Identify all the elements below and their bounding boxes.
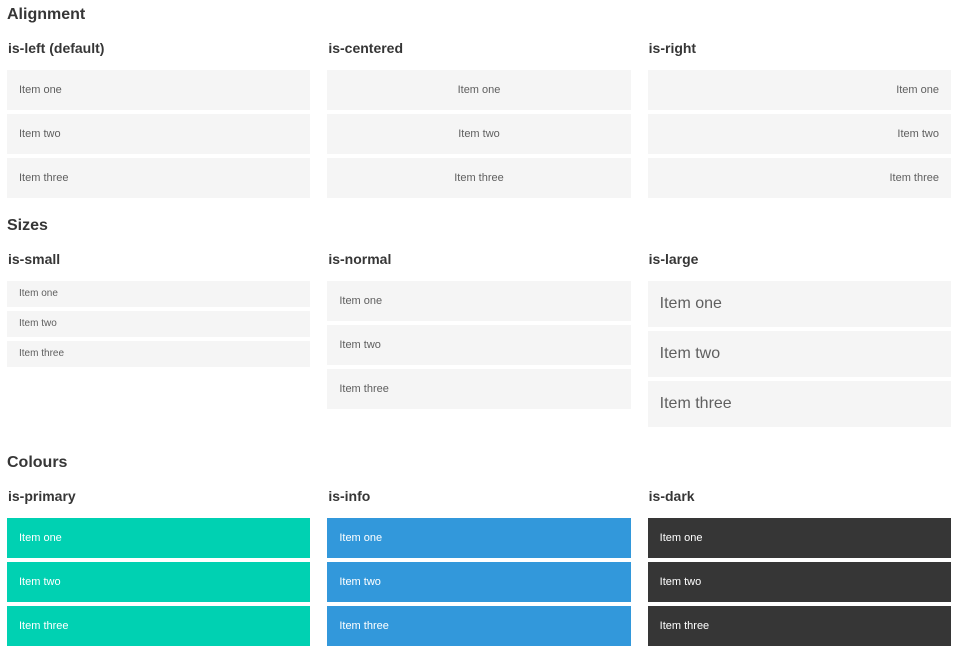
item-list: Item one Item two Item three	[7, 281, 311, 367]
group-label: is-large	[648, 251, 699, 267]
group-is-dark: is-dark Item one Item two Item three	[647, 473, 951, 646]
item-list: Item one Item two Item three	[647, 70, 951, 198]
section-alignment: Alignment is-left (default) Item one Ite…	[7, 5, 951, 198]
group-label: is-centered	[328, 40, 404, 56]
list-item: Item two	[7, 114, 311, 154]
list-item: Item one	[7, 281, 311, 307]
group-is-normal: is-normal Item one Item two Item three	[327, 236, 631, 427]
list-item: Item one	[647, 518, 951, 558]
list-item: Item one	[327, 70, 631, 110]
group-is-left: is-left (default) Item one Item two Item…	[7, 25, 311, 198]
group-is-right: is-right Item one Item two Item three	[647, 25, 951, 198]
section-title: Colours	[7, 454, 68, 471]
list-item: Item two	[647, 331, 951, 377]
group-is-large: is-large Item one Item two Item three	[647, 236, 951, 427]
item-list: Item one Item two Item three	[7, 70, 311, 198]
group-label: is-primary	[8, 488, 76, 504]
item-list: Item one Item two Item three	[647, 281, 951, 427]
list-item: Item three	[647, 381, 951, 427]
item-list: Item one Item two Item three	[327, 281, 631, 409]
list-item: Item two	[7, 311, 311, 337]
list-item: Item three	[7, 341, 311, 367]
list-item: Item three	[327, 158, 631, 198]
list-item: Item two	[327, 114, 631, 154]
group-label: is-right	[648, 40, 697, 56]
list-item: Item one	[7, 70, 311, 110]
list-item: Item two	[327, 562, 631, 602]
list-item: Item three	[327, 369, 631, 409]
list-item: Item three	[7, 158, 311, 198]
section-colours: Colours is-primary Item one Item two Ite…	[7, 453, 951, 646]
item-list: Item one Item two Item three	[327, 518, 631, 646]
list-item: Item three	[327, 606, 631, 646]
list-item: Item two	[327, 325, 631, 365]
section-sizes: Sizes is-small Item one Item two Item th…	[7, 216, 951, 427]
list-item: Item one	[647, 281, 951, 327]
list-item: Item three	[647, 158, 951, 198]
group-label: is-small	[8, 251, 61, 267]
section-title: Alignment	[7, 6, 86, 23]
sizes-groups: is-small Item one Item two Item three is…	[7, 236, 951, 427]
group-is-primary: is-primary Item one Item two Item three	[7, 473, 311, 646]
group-label: is-dark	[648, 488, 695, 504]
list-item: Item one	[327, 281, 631, 321]
group-label: is-normal	[328, 251, 392, 267]
list-item: Item two	[647, 562, 951, 602]
group-is-centered: is-centered Item one Item two Item three	[327, 25, 631, 198]
list-item: Item two	[7, 562, 311, 602]
list-item: Item one	[327, 518, 631, 558]
alignment-groups: is-left (default) Item one Item two Item…	[7, 25, 951, 198]
list-item: Item one	[647, 70, 951, 110]
colours-groups: is-primary Item one Item two Item three …	[7, 473, 951, 646]
section-title: Sizes	[7, 217, 48, 234]
list-item: Item three	[7, 606, 311, 646]
group-is-small: is-small Item one Item two Item three	[7, 236, 311, 427]
group-label: is-info	[328, 488, 371, 504]
list-item: Item three	[647, 606, 951, 646]
group-is-info: is-info Item one Item two Item three	[327, 473, 631, 646]
list-component-demo-page: Alignment is-left (default) Item one Ite…	[7, 5, 951, 646]
group-label: is-left (default)	[8, 40, 105, 56]
item-list: Item one Item two Item three	[7, 518, 311, 646]
item-list: Item one Item two Item three	[647, 518, 951, 646]
list-item: Item one	[7, 518, 311, 558]
item-list: Item one Item two Item three	[327, 70, 631, 198]
list-item: Item two	[647, 114, 951, 154]
